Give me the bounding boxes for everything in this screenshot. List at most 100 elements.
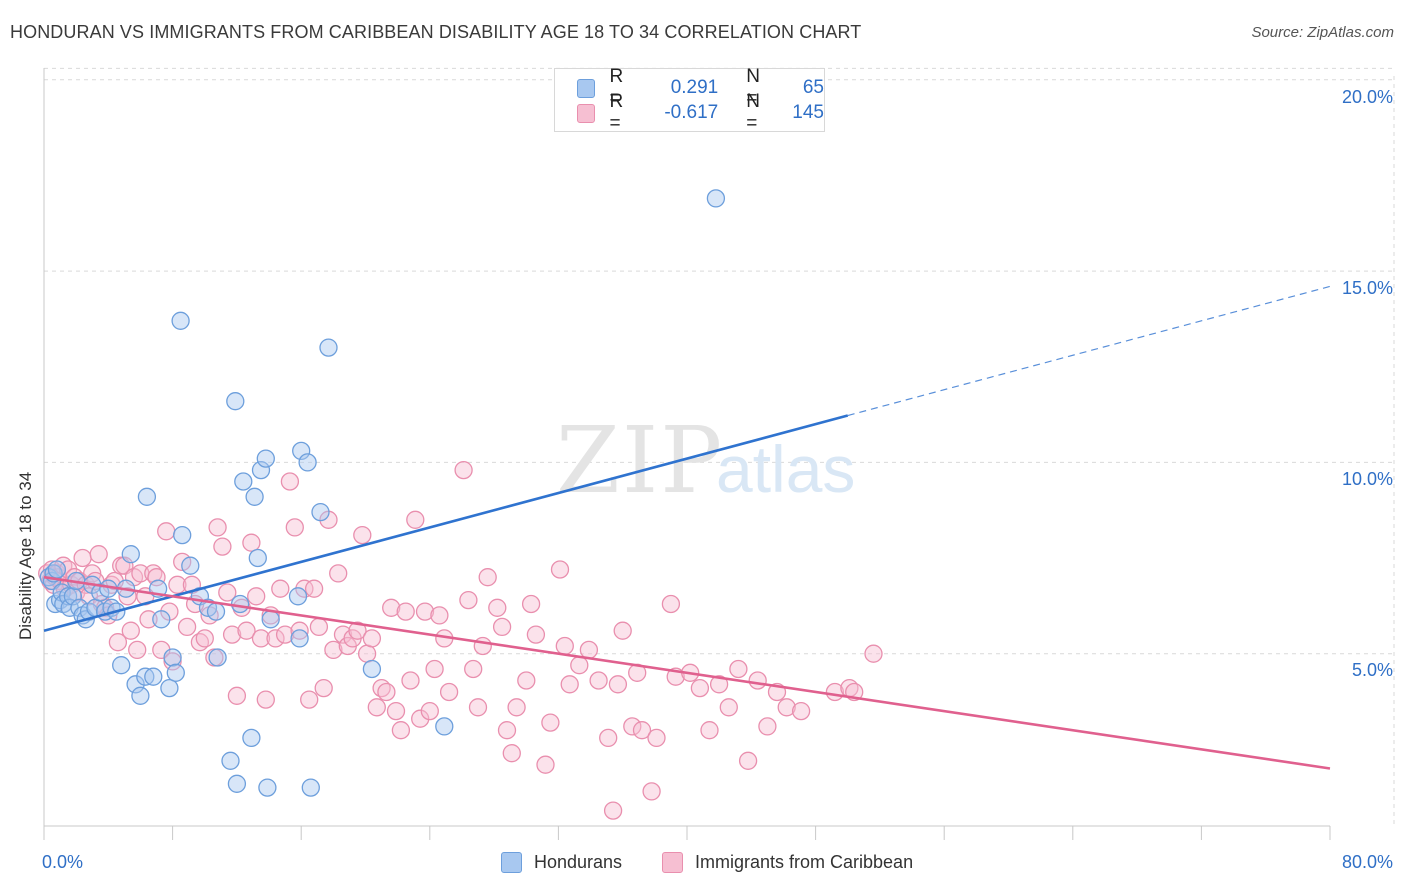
hondurans-point [63,587,83,606]
caribbean-point [608,675,628,694]
hondurans-point [292,441,311,461]
hondurans-point [256,449,275,468]
caribbean-point [213,537,232,556]
legend-label-caribbean: Immigrants from Caribbean [695,852,914,872]
caribbean-point [439,682,459,702]
caribbean-point [430,606,449,625]
caribbean-point [275,625,295,644]
caribbean-point [329,564,348,583]
hondurans-point [298,453,317,472]
caribbean-point [497,721,517,740]
caribbean-point [748,671,767,690]
hondurans-trend-line [43,414,849,632]
caribbean-point [632,721,652,740]
hondurans-point [144,667,163,686]
legend-item-caribbean: Immigrants from Caribbean [662,852,913,873]
caribbean-point [603,801,623,820]
hondurans-point [208,648,227,667]
caribbean-point [242,533,261,552]
hondurans-point [171,311,190,330]
caribbean-point [333,625,353,644]
caribbean-point [222,625,242,644]
caribbean-point [280,472,300,491]
caribbean-point [488,598,507,617]
caribbean-point [362,629,382,648]
y-tick-label-5: 5.0% [1351,660,1393,680]
caribbean-point [536,755,555,774]
caribbean-point [367,698,386,717]
caribbean-point [266,629,285,648]
hondurans-point [226,392,245,411]
hondurans-point [152,610,171,629]
hondurans-point [251,460,271,480]
hondurans-point [242,728,261,748]
caribbean-point [502,744,521,763]
caribbean-point [459,590,478,610]
caribbean-point [623,717,642,736]
caribbean-point [589,671,608,690]
hondurans-point [290,629,309,648]
caribbean-point [473,636,492,656]
watermark-atlas: atlas [716,432,855,506]
caribbean-point [386,701,406,721]
caribbean-point [377,682,396,702]
caribbean-point [391,721,411,740]
trend-lines [43,285,1331,770]
axis-layer [43,68,1331,840]
caribbean-point [507,698,526,717]
caribbean-point [791,701,811,721]
x-tick-label-min: 0.0% [42,852,84,872]
hondurans-point [227,774,247,793]
hondurans-point [206,602,226,621]
n-label: N = [746,66,760,109]
y-tick-label-10: 10.0% [1341,469,1393,489]
y-tick-label-20: 20.0% [1341,87,1393,107]
caribbean-point [464,659,483,679]
caribbean-point [118,587,137,606]
caribbean-point [314,678,333,698]
caribbean-point [468,698,488,717]
caribbean-point [73,548,92,568]
watermark-zip: ZIP [556,407,724,514]
caribbean-point [139,610,158,629]
hondurans-point [234,472,253,491]
caribbean-point [108,633,128,652]
caribbean-point [521,594,541,614]
caribbean-point [454,460,473,480]
hondurans-point [311,502,330,522]
caribbean-trend-line [43,575,1331,770]
hondurans-point [319,338,338,357]
caribbean-point [147,568,166,587]
caribbean-point [247,587,266,606]
caribbean-point [570,656,589,675]
hondurans-point [173,525,192,545]
caribbean-point [560,675,579,694]
hondurans-point [362,659,382,679]
y-axis-label: Disability Age 18 to 34 [16,471,35,640]
caribbean-point [420,701,439,721]
caribbean-point [382,598,401,617]
caribbean-point [613,621,632,640]
caribbean-point [324,640,343,660]
hondurans-point [288,587,308,606]
caribbean-point [285,518,304,537]
series-legend: Hondurans Immigrants from Caribbean [0,852,1406,876]
hondurans-point [47,560,67,579]
hondurans-point [245,487,264,506]
caribbean-point [690,678,710,698]
r-label: R = [609,66,624,109]
caribbean-point [406,510,425,529]
caribbean-point [579,640,599,660]
hondurans-point [112,656,131,675]
watermark: ZIP atlas [556,407,855,514]
caribbean-point [256,690,275,709]
hondurans-point [261,610,280,629]
hondurans-point [58,587,78,606]
caribbean-point [555,636,574,656]
caribbean-point [271,579,290,598]
caribbean-point [300,690,319,709]
caribbean-point [864,644,883,663]
caribbean-point [526,625,546,644]
caribbean-swatch [577,103,596,123]
